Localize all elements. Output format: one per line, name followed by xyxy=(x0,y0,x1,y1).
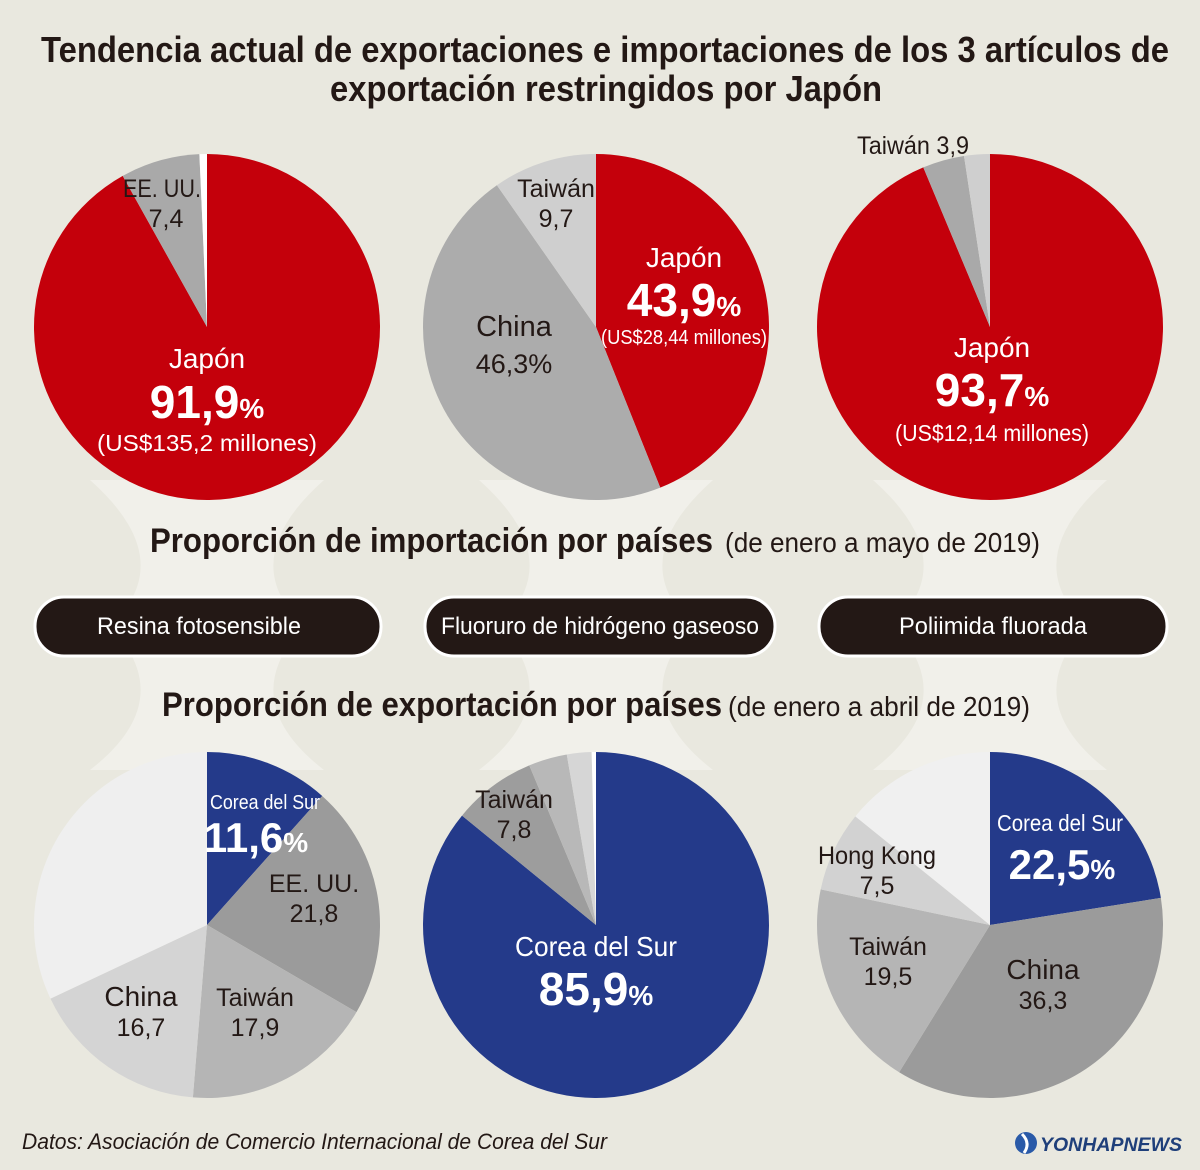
data-label: 43,9% xyxy=(627,274,742,326)
pie-slice-china xyxy=(50,925,207,1098)
pie-slice-taiwán xyxy=(192,925,357,1098)
pie-slice-other-4 xyxy=(855,752,990,925)
label-name: China xyxy=(476,311,553,343)
import-period: (de enero a mayo de 2019) xyxy=(725,527,1040,558)
pie-import-resina xyxy=(33,154,380,500)
data-label: 11,6% xyxy=(204,814,308,861)
label-name: Japón xyxy=(646,242,722,273)
pie-slice-japón xyxy=(33,154,380,500)
label-value: 16,7 xyxy=(117,1014,166,1042)
pie-export-resina xyxy=(34,752,380,1098)
pie-slice-other-2 xyxy=(529,754,596,925)
product-pill-poliimida: Poliimida fluorada xyxy=(817,595,1169,658)
pie-slice-other-3 xyxy=(566,752,596,925)
pie-slice-corea-del-sur xyxy=(422,752,769,1098)
label-name: Taiwán xyxy=(475,786,553,814)
pie-slice-taiwán xyxy=(923,155,990,327)
pie-export-poliimida xyxy=(817,752,1163,1098)
label-name: Corea del Sur xyxy=(997,810,1123,836)
pie-import-poliimida xyxy=(816,154,1163,501)
label-name: Japón xyxy=(954,332,1030,363)
pie-slice-japón xyxy=(816,154,1163,501)
label-name: Taiwán xyxy=(517,175,595,203)
label-name: EE. UU. xyxy=(269,870,359,898)
data-label: 91,9% xyxy=(150,376,265,428)
label-value: 17,9 xyxy=(231,1014,280,1042)
label-name: Taiwán 3,9 xyxy=(857,132,969,160)
pie-slice-hong-kong xyxy=(820,816,990,925)
label-name: Hong Kong xyxy=(818,842,936,870)
product-label: Resina fotosensible xyxy=(97,613,301,640)
pie-slice-taiwán xyxy=(496,154,596,327)
label-name: Corea del Sur xyxy=(515,931,677,962)
label-sub: (US$135,2 millones) xyxy=(97,430,317,456)
product-pill-fluoruro: Fluoruro de hidrógeno gaseoso xyxy=(423,595,777,658)
source-note: Datos: Asociación de Comercio Internacio… xyxy=(22,1129,609,1154)
label-name: China xyxy=(1006,954,1080,985)
pie-slice-other-2 xyxy=(964,154,990,327)
pie-slice-other-4 xyxy=(34,752,207,999)
pie-slice-japón xyxy=(596,154,769,488)
pie-slice-china xyxy=(422,185,661,501)
label-name: Corea del Sur xyxy=(210,792,320,814)
label-value: 7,5 xyxy=(860,872,895,900)
product-pill-resina: Resina fotosensible xyxy=(33,595,383,658)
pie-export-fluoruro xyxy=(422,752,769,1098)
data-label: 22,5% xyxy=(1009,841,1116,888)
label-value: 7,4 xyxy=(149,205,184,233)
pie-slice-taiwán xyxy=(817,889,990,1073)
product-label: Fluoruro de hidrógeno gaseoso xyxy=(441,613,759,640)
pie-slice-corea-del-sur xyxy=(990,752,1161,925)
logo-text: YONHAPNEWS xyxy=(1040,1135,1182,1156)
label-name: China xyxy=(104,981,178,1012)
label-value: 21,8 xyxy=(290,900,339,928)
pie-slice-other-2 xyxy=(199,154,207,327)
label-name: EE. UU. xyxy=(123,175,201,203)
pie-slice-china xyxy=(899,897,1163,1098)
label-sub: (US$28,44 millones) xyxy=(601,327,767,349)
export-period: (de enero a abril de 2019) xyxy=(728,691,1030,722)
pie-import-fluoruro xyxy=(422,154,769,501)
pie-slice-taiwán xyxy=(462,765,596,925)
title-line2: exportación restringidos por Japón xyxy=(330,68,882,109)
label-value: 7,8 xyxy=(497,816,532,844)
import-heading: Proporción de importación por países xyxy=(150,522,713,560)
label-value: 9,7 xyxy=(539,205,574,233)
label-name: Japón xyxy=(169,343,245,374)
pie-slice-ee-uu- xyxy=(122,154,207,327)
label-name: Taiwán xyxy=(849,933,927,961)
label-value: 36,3 xyxy=(1019,987,1068,1015)
data-label: 85,9% xyxy=(539,963,654,1015)
data-label: 93,7% xyxy=(935,364,1050,416)
label-value: 19,5 xyxy=(864,963,913,991)
pie-slice-ee-uu- xyxy=(207,795,380,1013)
product-label: Poliimida fluorada xyxy=(899,613,1088,640)
label-name: Taiwán xyxy=(216,984,294,1012)
yonhap-logo: YONHAPNEWS xyxy=(1015,1132,1182,1156)
title-line1: Tendencia actual de exportaciones e impo… xyxy=(41,29,1169,70)
label-sub: (US$12,14 millones) xyxy=(895,420,1089,446)
export-heading: Proporción de exportación por países xyxy=(162,686,722,724)
pie-slice-other-4 xyxy=(591,752,596,925)
label-value: 46,3% xyxy=(476,349,553,379)
pie-slice-corea-del-sur xyxy=(207,752,323,925)
